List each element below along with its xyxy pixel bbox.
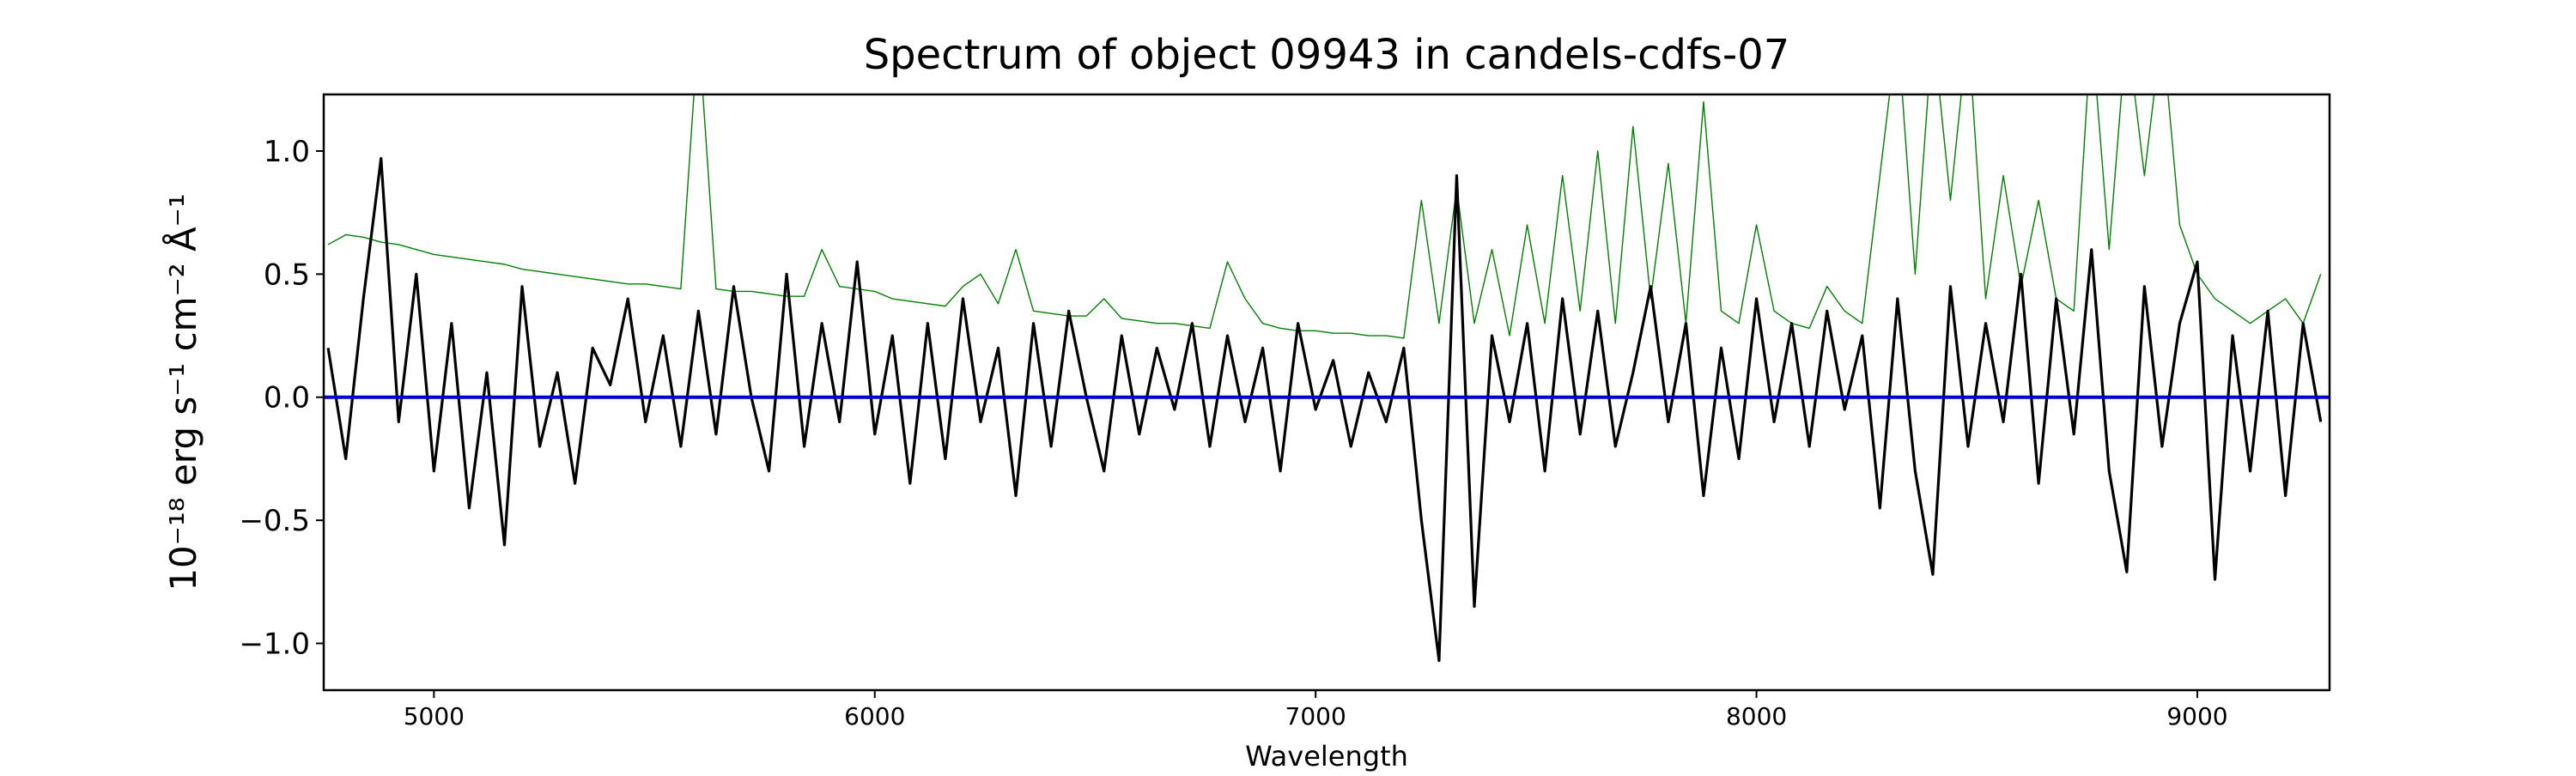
y-tick-label: −0.5 <box>239 504 310 538</box>
y-tick-label: 0.0 <box>264 381 310 415</box>
y-tick-label: 0.5 <box>264 258 310 292</box>
spectrum-line <box>327 94 2322 339</box>
x-tick-label: 5000 <box>404 702 465 731</box>
x-axis-label: Wavelength <box>1245 740 1408 773</box>
x-tick-label: 8000 <box>1726 702 1787 731</box>
y-tick-label: 1.0 <box>264 135 310 169</box>
chart-title: Spectrum of object 09943 in candels-cdfs… <box>864 31 1790 79</box>
y-tick-label: −1.0 <box>239 627 310 662</box>
plot-area <box>324 94 2330 663</box>
plot-frame <box>322 93 2331 692</box>
x-tick-label: 9000 <box>2166 702 2227 731</box>
y-axis-label: 10⁻¹⁸ erg s⁻¹ cm⁻² Å⁻¹ <box>161 193 204 591</box>
spectrum-line <box>326 156 2323 663</box>
x-tick-label: 7000 <box>1285 702 1346 731</box>
x-tick-label: 6000 <box>844 702 905 731</box>
